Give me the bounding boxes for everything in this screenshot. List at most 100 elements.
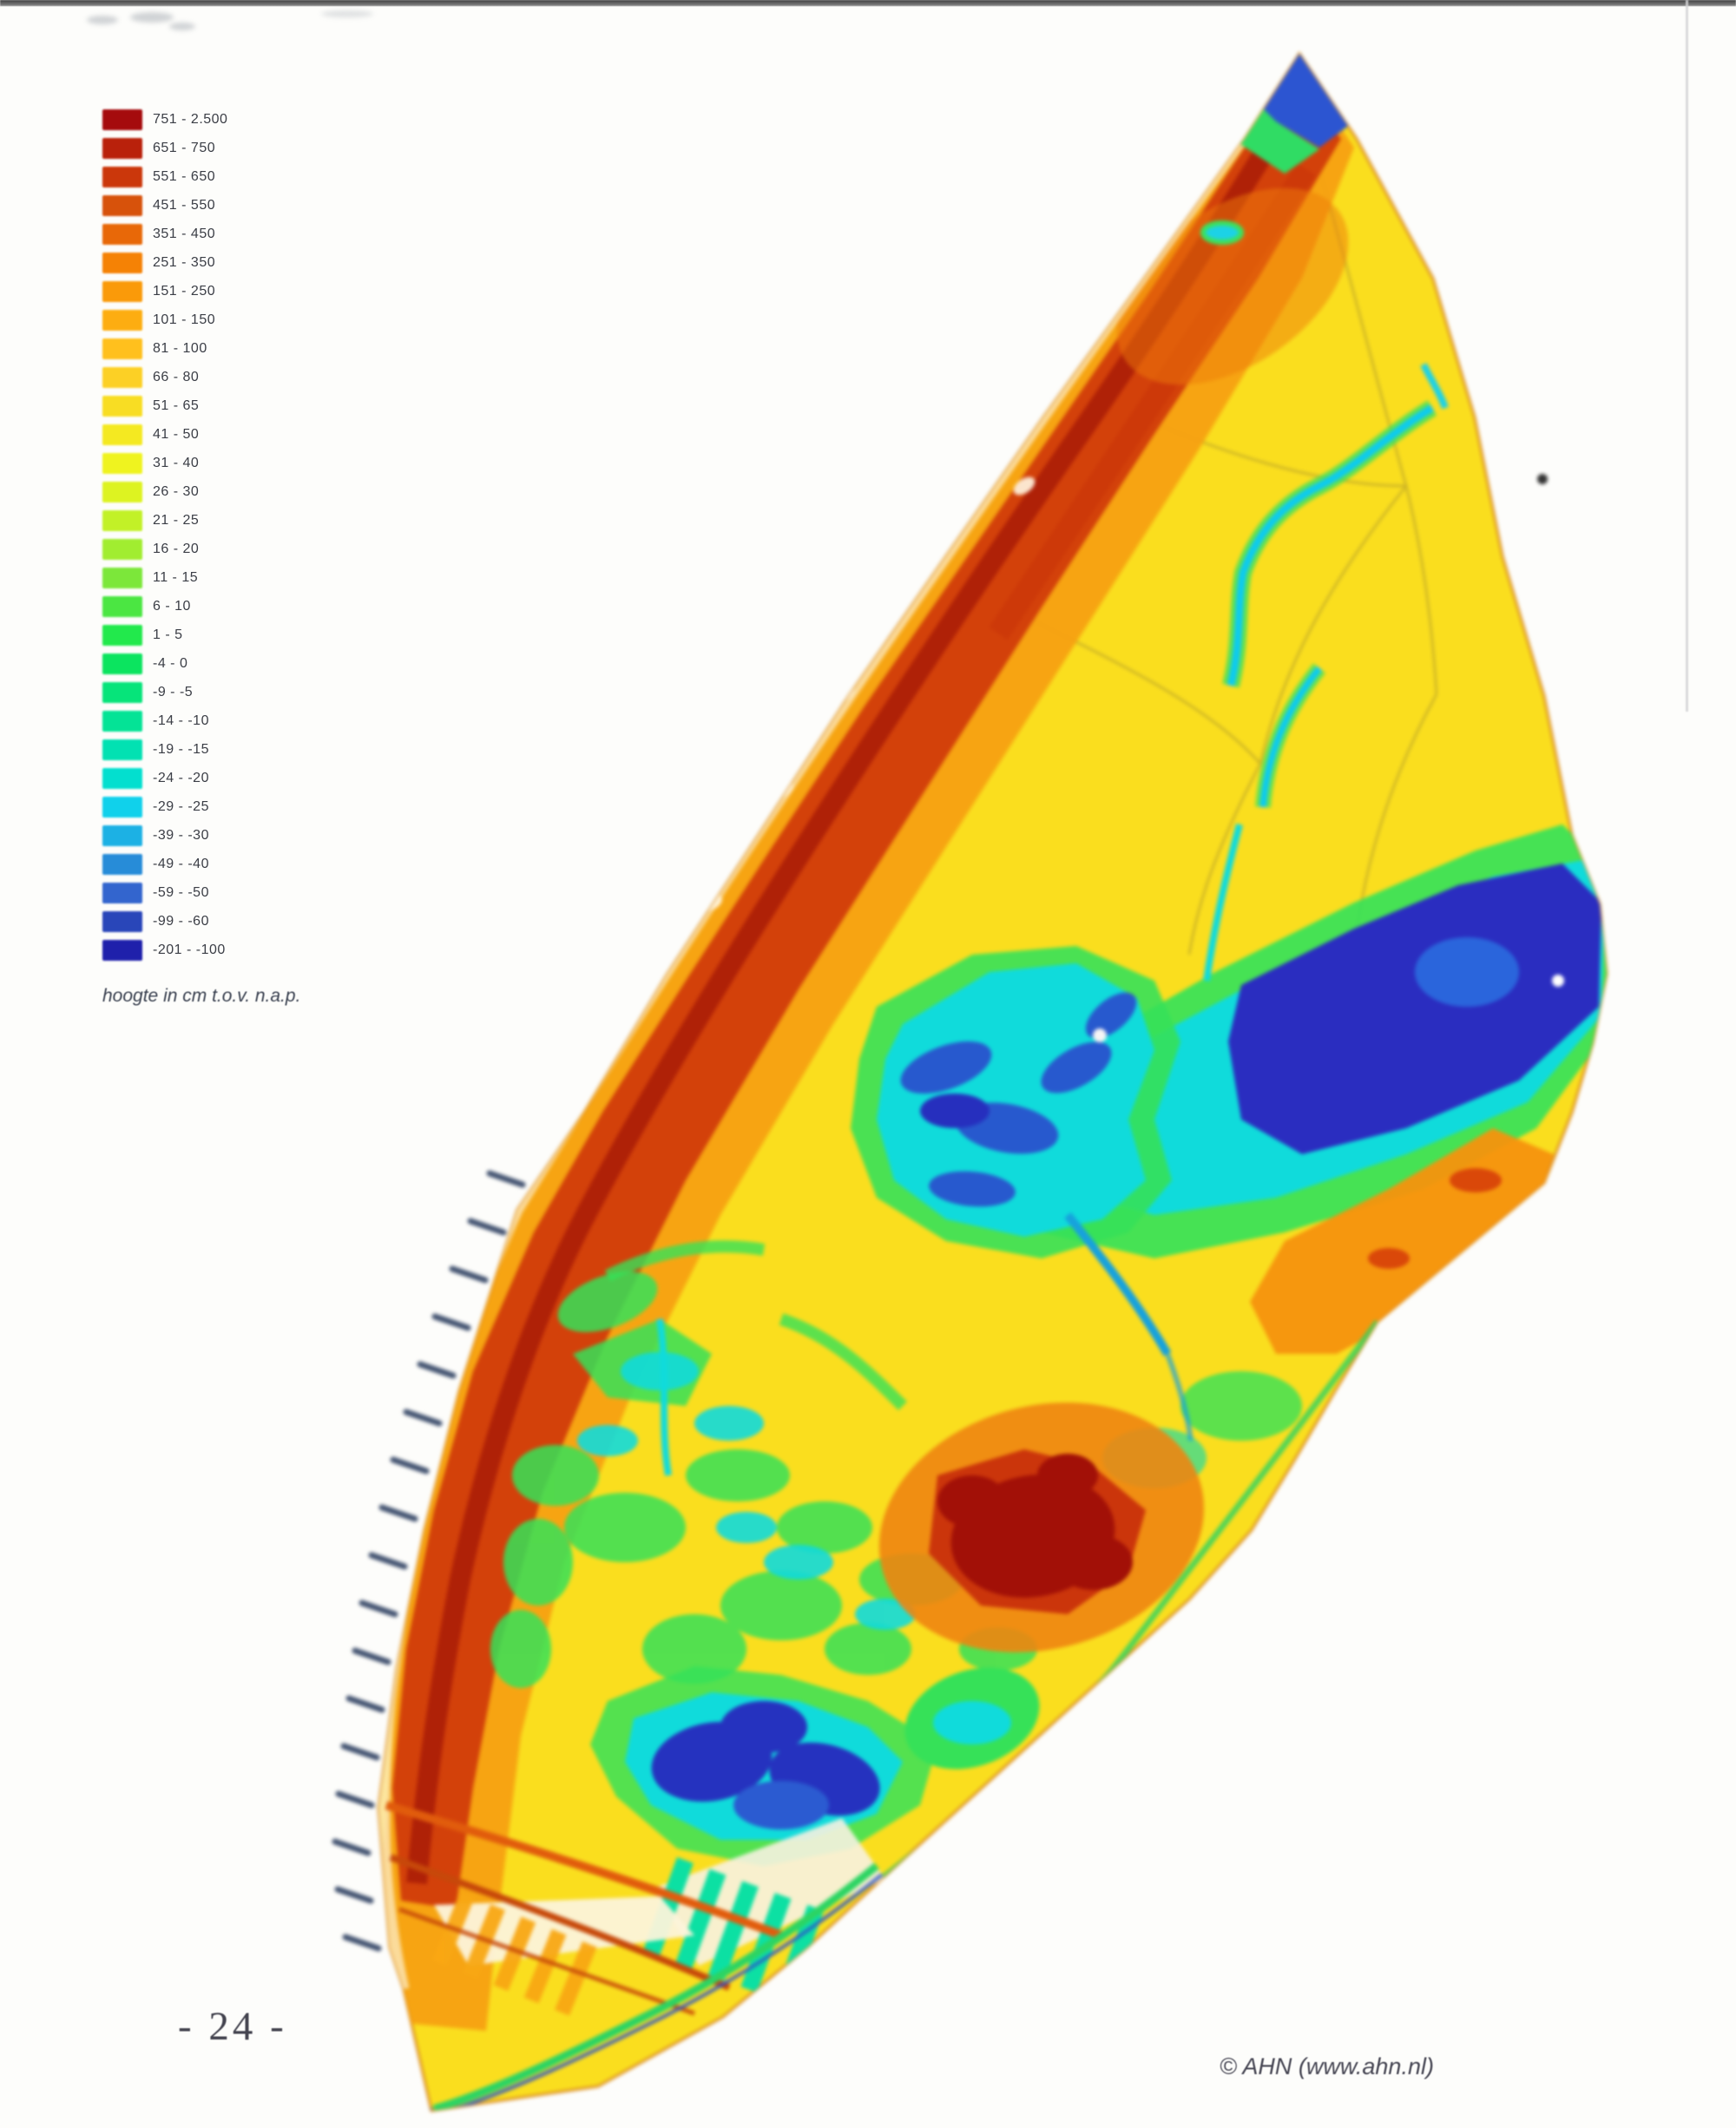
legend-row: 51 - 65 xyxy=(102,396,227,417)
legend-label: -29 - -25 xyxy=(153,799,209,814)
legend-label: 1 - 5 xyxy=(153,627,183,642)
legend-label: 551 - 650 xyxy=(153,169,216,184)
legend-label: 31 - 40 xyxy=(153,456,200,470)
legend-row: 81 - 100 xyxy=(102,338,227,359)
central-lagoon xyxy=(851,946,1194,1442)
legend-swatch xyxy=(102,338,142,359)
legend-row: -4 - 0 xyxy=(102,654,227,674)
east-blue-band xyxy=(972,823,1607,1258)
legend-label: -9 - -5 xyxy=(153,685,194,699)
legend-row: -201 - -100 xyxy=(102,940,227,961)
legend-label: 6 - 10 xyxy=(153,599,191,614)
legend-row: 651 - 750 xyxy=(102,138,227,159)
legend-swatch xyxy=(102,654,142,674)
legend-swatch xyxy=(102,510,142,531)
legend-label: 51 - 65 xyxy=(153,398,200,413)
legend-row: -29 - -25 xyxy=(102,797,227,818)
tail-beach-ridges xyxy=(385,1801,783,2016)
legend-label: 101 - 150 xyxy=(153,312,216,327)
legend-row: 1 - 5 xyxy=(102,625,227,646)
legend-label: -4 - 0 xyxy=(153,656,188,671)
legend-swatch xyxy=(102,911,142,932)
legend-entries: 751 - 2.500 651 - 750 551 - 650 451 - 550 35… xyxy=(102,109,227,961)
legend-caption: hoogte in cm t.o.v. n.a.p. xyxy=(102,986,301,1006)
legend-label: 66 - 80 xyxy=(153,370,200,384)
coast-groynes xyxy=(332,1170,526,1952)
legend-row: -39 - -30 xyxy=(102,825,227,846)
high-dune-blob xyxy=(878,1402,1205,1652)
legend-swatch xyxy=(102,224,142,245)
legend-swatch xyxy=(102,825,142,846)
legend-swatch xyxy=(102,482,142,502)
dune-transition-band xyxy=(382,61,1354,2031)
legend-row: 16 - 20 xyxy=(102,539,227,560)
legend-swatch xyxy=(102,539,142,560)
legend-row: -9 - -5 xyxy=(102,682,227,703)
legend-label: 21 - 25 xyxy=(153,513,200,528)
legend-label: 251 - 350 xyxy=(153,255,216,270)
legend-row: 31 - 40 xyxy=(102,453,227,474)
legend-label: -24 - -20 xyxy=(153,771,209,785)
north-creeks xyxy=(1200,220,1437,808)
scan-smudge xyxy=(169,23,195,30)
legend-label: -19 - -15 xyxy=(153,742,209,757)
legend-row: 6 - 10 xyxy=(102,596,227,617)
legend-swatch xyxy=(102,310,142,331)
dune-ridge-core xyxy=(406,141,1277,1885)
map-credit: © AHN (www.ahn.nl) xyxy=(1220,2053,1434,2079)
legend-swatch xyxy=(102,596,142,617)
legend-row: 11 - 15 xyxy=(102,568,227,588)
legend-row: -24 - -20 xyxy=(102,768,227,789)
scan-smudge xyxy=(130,12,174,23)
legend-row: -49 - -40 xyxy=(102,854,227,875)
legend-label: 151 - 250 xyxy=(153,284,216,299)
legend-label: 751 - 2.500 xyxy=(153,112,228,127)
legend-row: 21 - 25 xyxy=(102,510,227,531)
legend-row: 26 - 30 xyxy=(102,482,227,502)
legend-swatch xyxy=(102,424,142,445)
legend-label: 41 - 50 xyxy=(153,427,200,442)
legend-label: 451 - 550 xyxy=(153,198,216,213)
legend-label: -59 - -50 xyxy=(153,885,209,900)
legend-swatch xyxy=(102,854,142,875)
legend-row: 41 - 50 xyxy=(102,424,227,445)
legend-swatch xyxy=(102,768,142,789)
legend-label: 651 - 750 xyxy=(153,141,216,155)
legend-row: 351 - 450 xyxy=(102,224,227,245)
legend-label: 26 - 30 xyxy=(153,484,200,499)
legend-row: -99 - -60 xyxy=(102,911,227,932)
legend-label: -39 - -30 xyxy=(153,828,209,843)
legend-row: 101 - 150 xyxy=(102,310,227,331)
south-marsh xyxy=(490,1240,1037,1688)
legend-label: 16 - 20 xyxy=(153,542,200,556)
legend-swatch xyxy=(102,940,142,961)
legend-row: 751 - 2.500 xyxy=(102,109,227,130)
legend-label: 11 - 15 xyxy=(153,570,199,585)
legend-swatch xyxy=(102,739,142,760)
legend-swatch xyxy=(102,138,142,159)
elevation-legend: 751 - 2.500 651 - 750 551 - 650 451 - 550 35… xyxy=(102,109,227,969)
legend-row: -14 - -10 xyxy=(102,711,227,732)
bottom-blue-patches xyxy=(590,1666,1040,1866)
legend-label: 81 - 100 xyxy=(153,341,207,356)
legend-swatch xyxy=(102,883,142,903)
legend-label: -14 - -10 xyxy=(153,713,209,728)
page-number: - 24 - xyxy=(178,2004,287,2049)
legend-swatch xyxy=(102,682,142,703)
legend-swatch xyxy=(102,625,142,646)
scan-smudge xyxy=(87,16,118,24)
scan-smudge xyxy=(321,10,373,17)
legend-row: -19 - -15 xyxy=(102,739,227,760)
legend-swatch xyxy=(102,568,142,588)
legend-row: 151 - 250 xyxy=(102,281,227,302)
legend-label: -201 - -100 xyxy=(153,942,226,957)
legend-row: 451 - 550 xyxy=(102,195,227,216)
legend-swatch xyxy=(102,367,142,388)
legend-swatch xyxy=(102,797,142,818)
legend-swatch xyxy=(102,453,142,474)
legend-swatch xyxy=(102,195,142,216)
scan-top-bar xyxy=(0,0,1736,6)
legend-swatch xyxy=(102,167,142,187)
legend-swatch xyxy=(102,281,142,302)
legend-label: 351 - 450 xyxy=(153,227,216,241)
